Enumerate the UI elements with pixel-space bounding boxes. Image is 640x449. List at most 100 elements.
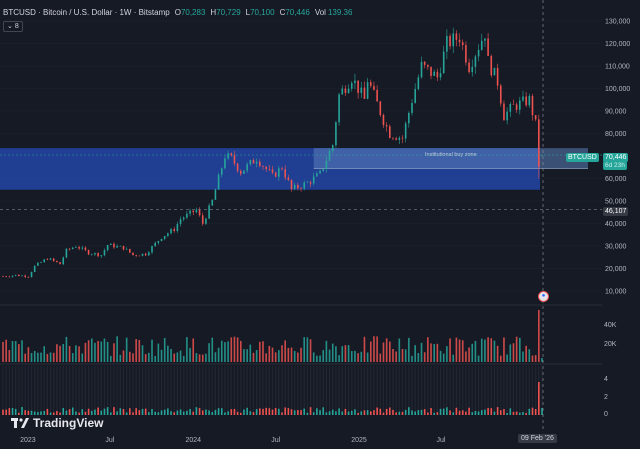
candle-body xyxy=(205,218,207,224)
oscillator-bar xyxy=(461,410,464,415)
volume-bar xyxy=(148,352,150,362)
volume-bar xyxy=(297,352,299,362)
candle-body xyxy=(528,95,531,106)
volume-bar xyxy=(186,337,188,362)
volume-bar xyxy=(170,348,172,362)
candle-body xyxy=(233,155,236,164)
volume-bar xyxy=(84,342,87,362)
oscillator-bar xyxy=(446,407,448,415)
candle-body xyxy=(141,253,144,256)
oscillator-bar xyxy=(363,410,366,415)
oscillator-bar xyxy=(525,412,527,415)
volume-bar xyxy=(122,350,125,362)
volume-bar xyxy=(87,340,90,362)
candle-body xyxy=(90,254,93,255)
candle-body xyxy=(395,138,397,140)
oscillator-axis[interactable]: 4 2 0 xyxy=(604,376,608,418)
volume-bar xyxy=(62,343,65,362)
candle-body xyxy=(442,51,445,74)
volume-bar xyxy=(205,353,207,362)
candle-body xyxy=(331,145,334,151)
volume-bar xyxy=(100,341,103,362)
volume-bar xyxy=(369,341,372,362)
oscillator-bar xyxy=(293,410,296,415)
candle-body xyxy=(271,169,274,173)
candle-body xyxy=(303,182,306,189)
candle-body xyxy=(430,66,432,76)
low-value: 70,100 xyxy=(250,7,275,17)
oscillator-bar xyxy=(195,407,198,415)
candle-body xyxy=(2,276,4,277)
time-axis[interactable]: 2023 Jul 2024 Jul 2025 Jul xyxy=(20,437,446,444)
oscillator-bar xyxy=(71,407,74,415)
volume-bar xyxy=(11,340,14,362)
candle-body xyxy=(62,257,65,265)
candle-body xyxy=(195,209,198,213)
oscillator-bar xyxy=(106,407,109,415)
candle-body xyxy=(119,245,122,247)
symbol-title[interactable]: BTCUSD · Bitcoin / U.S. Dollar · 1W · Bi… xyxy=(3,7,170,17)
oscillator-bar xyxy=(97,407,99,415)
volume-bar xyxy=(306,337,309,362)
volume-bar xyxy=(506,354,508,362)
oscillator-bar xyxy=(40,411,42,415)
candle-body xyxy=(220,168,223,175)
candle-body xyxy=(173,229,176,232)
us-flag-icon[interactable]: ● xyxy=(538,291,549,302)
oscillator-bar xyxy=(233,408,236,415)
oscillator-bar xyxy=(322,407,325,415)
volume-bar xyxy=(312,352,315,362)
candle-body xyxy=(129,248,131,253)
symbol-tag: BTCUSD xyxy=(566,153,599,162)
volume-bar xyxy=(154,355,156,362)
volume-axis[interactable]: 40K 20K xyxy=(604,322,617,348)
volume-bar xyxy=(271,347,274,362)
bar-countdown: 6d 23h xyxy=(603,161,627,170)
candle-body xyxy=(33,265,36,272)
oscillator-bar xyxy=(217,408,220,415)
oscillator-bar xyxy=(297,410,299,415)
oscillator-bar xyxy=(81,409,84,415)
candle-body xyxy=(436,71,439,78)
candle-body xyxy=(335,122,337,146)
oscillator-bar xyxy=(122,409,125,415)
volume-bar xyxy=(477,355,480,362)
candle-body xyxy=(309,182,312,184)
oscillator-bar xyxy=(331,409,334,415)
volume-bar xyxy=(480,338,483,362)
candle-body xyxy=(167,233,169,236)
candle-body xyxy=(27,276,30,278)
oscillator-bar xyxy=(503,409,505,415)
oscillator-bars xyxy=(2,366,543,415)
volume-bar xyxy=(417,353,420,362)
candle-body xyxy=(414,89,416,103)
candle-body xyxy=(538,119,540,167)
candle-body xyxy=(186,213,188,218)
volume-bars xyxy=(2,310,543,362)
candle-body xyxy=(503,103,505,121)
volume-bar xyxy=(382,342,385,362)
volume-bar xyxy=(455,337,458,362)
oscillator-bar xyxy=(30,410,33,415)
volume-bar xyxy=(300,347,302,362)
oscillator-bar xyxy=(427,412,429,415)
indicators-toggle[interactable]: ⌄ 8 xyxy=(3,21,23,32)
candle-body xyxy=(389,126,391,138)
candle-body xyxy=(401,137,404,139)
candle-body xyxy=(328,150,331,161)
volume-bar xyxy=(430,343,432,362)
price-tick-label: 120,000 xyxy=(605,41,630,48)
candle-body xyxy=(376,89,378,102)
volume-bar xyxy=(239,340,242,362)
candle-body xyxy=(373,85,375,90)
volume-bar xyxy=(404,349,407,362)
candle-body xyxy=(189,210,191,214)
volume-bar xyxy=(395,351,397,362)
oscillator-bar xyxy=(243,409,245,415)
oscillator-bar xyxy=(417,410,420,415)
candle-body xyxy=(122,245,125,250)
candle-body xyxy=(487,38,489,56)
tradingview-logo[interactable]: TradingView xyxy=(11,416,103,430)
volume-bar xyxy=(290,347,293,362)
